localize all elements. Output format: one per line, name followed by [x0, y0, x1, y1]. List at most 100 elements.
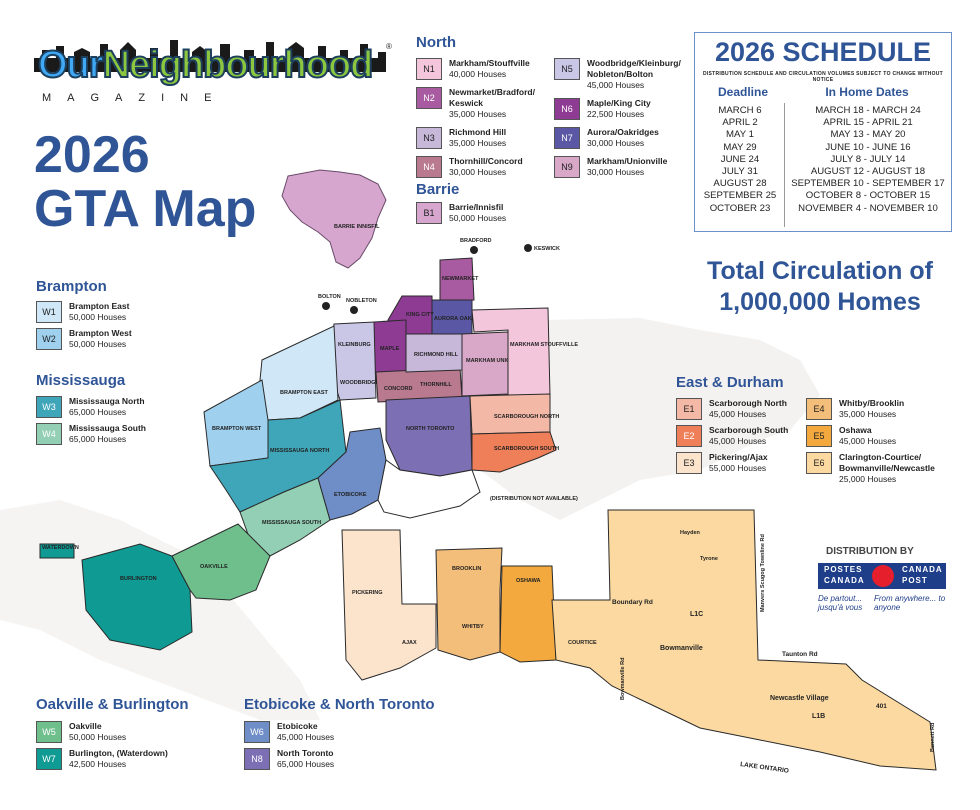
region-e5-oshawa [499, 565, 557, 663]
legend-zone-b1: B1 Barrie/Innisfil 50,000 Houses [416, 202, 506, 224]
label-oshawa: OSHAWA [516, 578, 540, 584]
zone-name: Barrie/Innisfil [449, 202, 504, 212]
legend-zone-w4: W4 Mississauga South 65,000 Houses [36, 423, 146, 445]
schedule-inhome: JULY 8 - JULY 14 [830, 153, 906, 165]
circulation-headline: Total Circulation of 1,000,000 Homes [680, 256, 960, 318]
zone-badge: N1 [416, 58, 442, 80]
label-kleinburg: KLEINBURG [338, 342, 371, 348]
zone-houses: 30,000 Houses [449, 167, 507, 177]
region-toronto-core [377, 459, 481, 519]
label-newcastle: Newcastle Village [770, 695, 829, 702]
schedule-inhome: SEPTEMBER 10 - SEPTEMBER 17 [791, 178, 945, 190]
logo-wordmark: OurNeighbourhood [37, 43, 374, 87]
section-barrie-title: Barrie [416, 181, 460, 198]
circulation-line1: Total Circulation of [707, 257, 933, 285]
zone-badge: W1 [36, 301, 62, 323]
zone-houses: 45,000 Houses [277, 732, 335, 742]
label-scarb-south: SCARBOROUGH SOUTH [494, 446, 559, 452]
legend-zone-n1: N1 Markham/Stouffville 40,000 Houses [416, 58, 559, 80]
zone-badge: W7 [36, 748, 62, 770]
legend-zone-w6: W6 Etobicoke 45,000 Houses [244, 721, 334, 743]
legend-zone-n4: N4 Thornhill/Concord 30,000 Houses [416, 156, 559, 178]
region-n8-north-toronto [385, 395, 473, 477]
zone-badge: N4 [416, 156, 442, 178]
zone-name: Pickering/Ajax [709, 452, 768, 462]
region-waterdown [39, 543, 75, 559]
schedule-box: 2026 SCHEDULE DISTRIBUTION SCHEDULE AND … [694, 32, 952, 232]
schedule-inhome: MARCH 18 - MARCH 24 [815, 105, 921, 116]
region-w7-burlington [81, 543, 193, 651]
zone-badge: N8 [244, 748, 270, 770]
section-oakville-title: Oakville & Burlington [36, 696, 189, 713]
label-miss-north: MISSISSAUGA NORTH [270, 448, 329, 454]
zone-name: Scarborough North [709, 398, 787, 408]
legend-zone-n6: N6 Maple/King City 22,500 Houses [554, 98, 707, 120]
zone-badge: N2 [416, 87, 442, 109]
label-courtice: COURTICE [568, 640, 597, 646]
zone-houses: 45,000 Houses [587, 80, 645, 90]
marker-bolton [322, 302, 330, 310]
schedule-deadline: OCTOBER 23 [709, 202, 771, 214]
section-north-title: North [416, 34, 456, 51]
zone-houses: 25,000 Houses [839, 474, 897, 484]
label-pickering: PICKERING [352, 590, 383, 596]
page-title: 2026 GTA Map [34, 128, 294, 236]
schedule-inhome: AUGUST 12 - AUGUST 18 [810, 166, 926, 178]
label-whitby: WHITBY [462, 624, 484, 630]
label-etobicoke: ETOBICOKE [334, 492, 367, 498]
legend-zone-n9: N9 Markham/Unionville 30,000 Houses [554, 156, 707, 178]
zone-name: North Toronto [277, 748, 334, 758]
zone-houses: 45,000 Houses [839, 436, 897, 446]
schedule-inhome: JUNE 10 - JUNE 16 [825, 141, 911, 153]
label-markham-unionville: MARKHAM UNIONVILLE [466, 358, 530, 364]
zone-houses: 65,000 Houses [69, 434, 127, 444]
zone-badge: W5 [36, 721, 62, 743]
legend-zone-w2: W2 Brampton West 50,000 Houses [36, 328, 132, 350]
zone-houses: 30,000 Houses [587, 138, 645, 148]
road-taunton: Taunton Rd [782, 651, 818, 658]
label-newmarket: NEWMARKET [442, 276, 479, 282]
zone-name: Richmond Hill [449, 127, 507, 137]
zone-houses: 22,500 Houses [587, 109, 645, 119]
schedule-deadline: SEPTEMBER 25 [703, 190, 777, 202]
skyline-graphic [34, 40, 386, 72]
legend-zone-e2: E2 Scarborough South 45,000 Houses [676, 425, 788, 447]
label-lake-ontario: LAKE ONTARIO [740, 761, 789, 775]
road-manvers: Manvers Scugog Townline Rd [760, 534, 766, 612]
cp-tagline-en: From anywhere... to anyone [874, 594, 946, 612]
zone-name: Clarington-Courtice/ Bowmanville/Newcast… [839, 452, 935, 473]
region-e3-pickering [341, 529, 437, 681]
region-e4-whitby [435, 547, 503, 661]
zone-houses: 35,000 Houses [449, 109, 507, 119]
cp-text-canada-fr: CANADA [824, 576, 865, 585]
schedule-title: 2026 SCHEDULE [714, 37, 932, 67]
zone-houses: 35,000 Houses [449, 138, 507, 148]
legend-north-col1: N1 Markham/Stouffville 40,000 Houses N2 N… [416, 58, 559, 178]
schedule-deadline: APRIL 2 [722, 117, 758, 129]
zone-name: Woodbridge/Kleinburg/ Nobleton/Bolton [587, 58, 681, 79]
title-map: GTA Map [34, 180, 257, 238]
label-thornhill: THORNHILL [420, 382, 452, 388]
zone-badge: E2 [676, 425, 702, 447]
marker-nobleton [350, 306, 358, 314]
magazine-logo: OurNeighbourhood ® MAGAZINE [34, 38, 394, 108]
zone-badge: N3 [416, 127, 442, 149]
legend-zone-e3: E3 Pickering/Ajax 55,000 Houses [676, 452, 788, 474]
zone-badge: E4 [806, 398, 832, 420]
label-l1b: L1B [812, 713, 825, 720]
legend-oakville: W5 Oakville 50,000 Houses W7 Burlington, … [36, 721, 168, 770]
label-woodbridge: WOODBRIDGE [340, 380, 379, 386]
schedule-inhome-column: MARCH 18 - MARCH 24 APRIL 15 - APRIL 21 … [787, 105, 949, 215]
zone-name: Maple/King City [587, 98, 651, 108]
label-richmond-hill: RICHMOND HILL [414, 352, 459, 358]
zone-houses: 50,000 Houses [69, 339, 127, 349]
label-concord: CONCORD [384, 386, 412, 392]
zone-name: Mississauga South [69, 423, 146, 433]
zone-name: Whitby/Brooklin [839, 398, 905, 408]
zone-houses: 45,000 Houses [709, 436, 767, 446]
zone-name: Brampton West [69, 328, 132, 338]
schedule-deadline: JUNE 24 [720, 153, 760, 165]
legend-zone-e4: E4 Whitby/Brooklin 35,000 Houses [806, 398, 979, 420]
legend-zone-w3: W3 Mississauga North 65,000 Houses [36, 396, 146, 418]
legend-zone-w1: W1 Brampton East 50,000 Houses [36, 301, 132, 323]
